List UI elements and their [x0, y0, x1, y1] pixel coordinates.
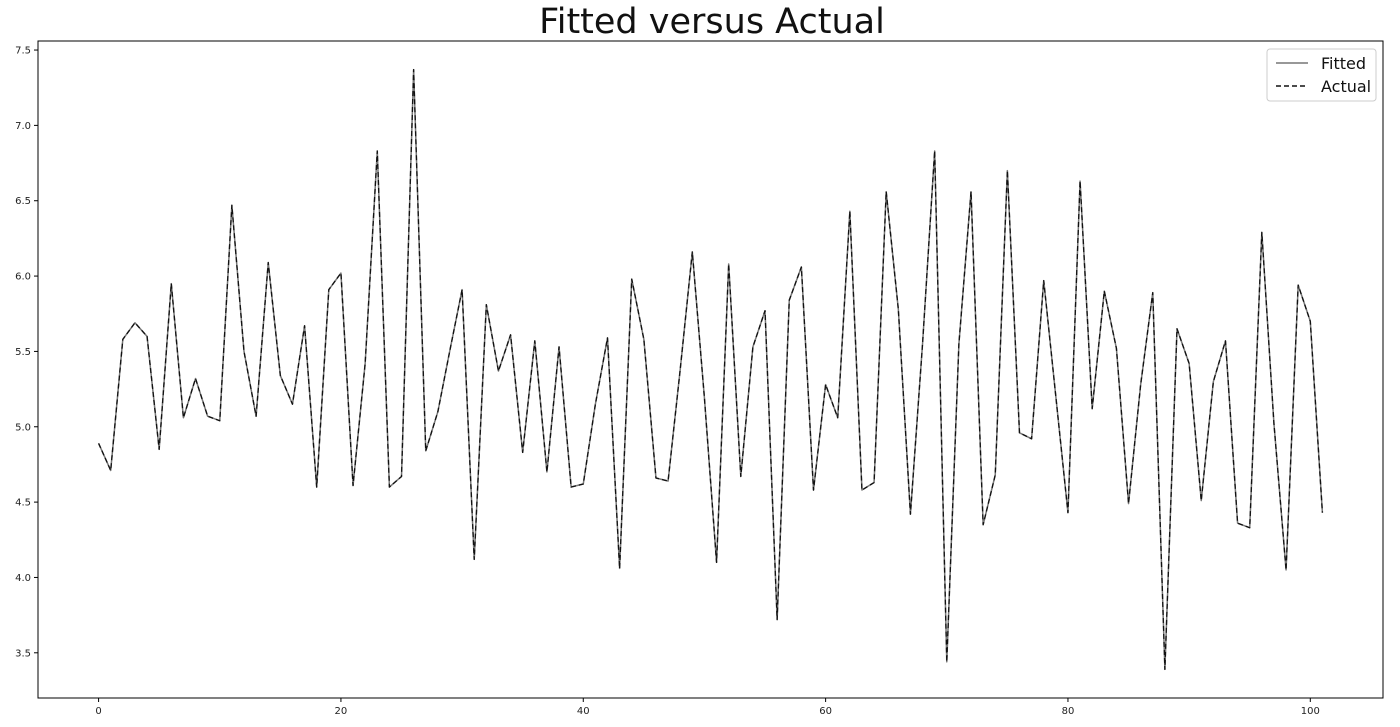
y-tick-label: 6.0: [15, 272, 31, 283]
x-tick-label: 0: [95, 706, 101, 717]
plot-frame: [37, 40, 1384, 699]
y-tick-label: 4.5: [15, 498, 31, 509]
y-tick-label: 6.5: [15, 196, 31, 207]
legend-label-actual: Actual: [1321, 77, 1371, 96]
x-tick-label: 40: [577, 706, 590, 717]
series-line-fitted: [97, 68, 1324, 671]
y-tick-label: 4.0: [15, 573, 31, 584]
series-line-actual: [97, 68, 1324, 671]
y-tick-label: 7.5: [15, 46, 31, 57]
x-tick-label: 60: [819, 706, 832, 717]
legend-box: [1266, 48, 1377, 102]
legend: Fitted Actual: [1266, 48, 1377, 102]
y-tick-label: 3.5: [15, 648, 31, 659]
plot-lines: [97, 68, 1324, 671]
x-tick-label: 20: [335, 706, 348, 717]
legend-label-fitted: Fitted: [1321, 54, 1366, 73]
y-tick-label: 5.5: [15, 347, 31, 358]
x-tick-label: 100: [1301, 706, 1320, 717]
axis-ticks: 0 20 40 60 80 100 3.5 4.0 4.5 5.0 5.5 6.0 6.5 7.0 7.5: [15, 46, 1320, 717]
y-tick-label: 7.0: [15, 121, 31, 132]
x-tick-label: 80: [1062, 706, 1075, 717]
y-tick-label: 5.0: [15, 422, 31, 433]
chart-title: Fitted versus Actual: [539, 2, 885, 42]
